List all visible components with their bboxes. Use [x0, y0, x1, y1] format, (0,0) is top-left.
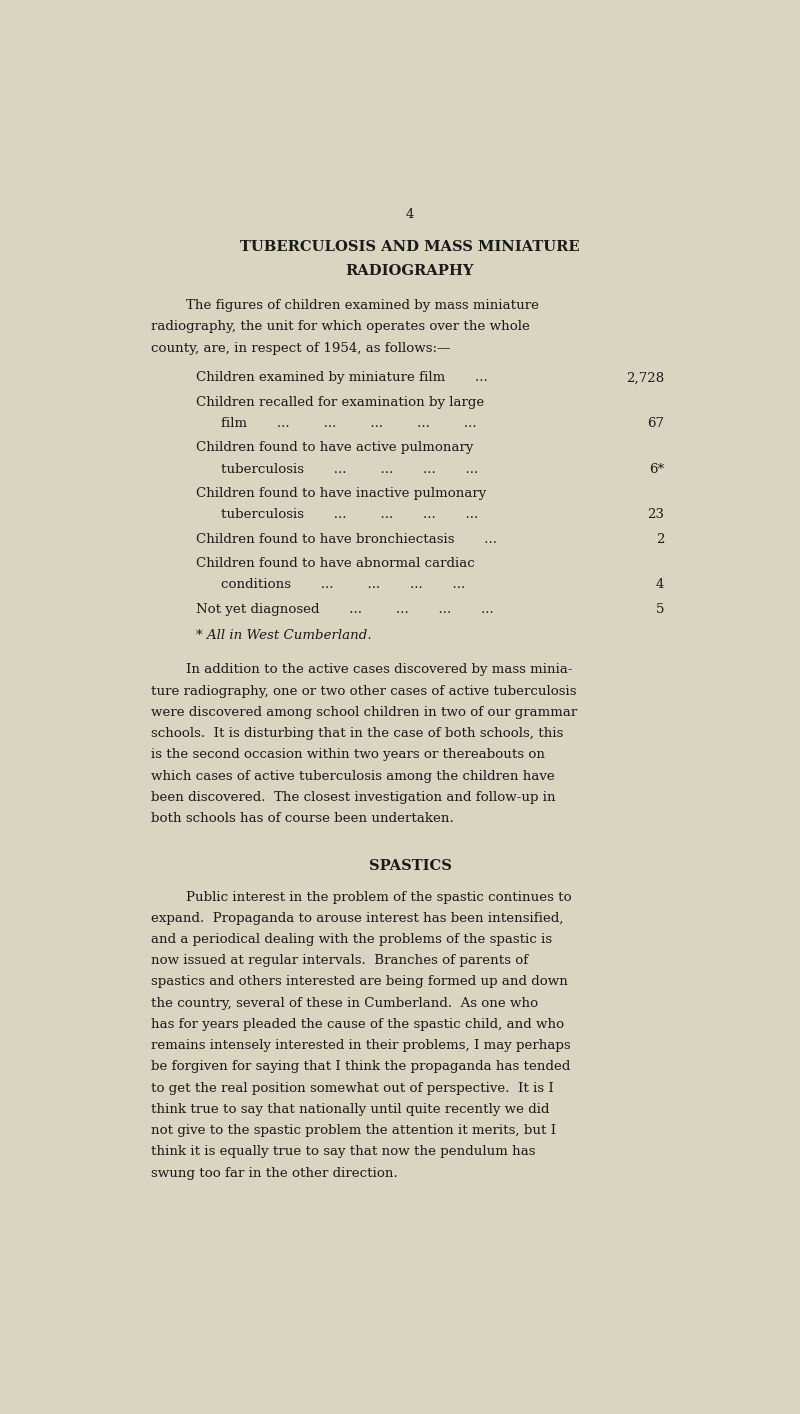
Text: now issued at regular intervals.  Branches of parents of: now issued at regular intervals. Branche…	[151, 954, 529, 967]
Text: the country, several of these in Cumberland.  As one who: the country, several of these in Cumberl…	[151, 997, 538, 1010]
Text: Children found to have active pulmonary: Children found to have active pulmonary	[196, 441, 474, 454]
Text: be forgiven for saying that I think the propaganda has tended: be forgiven for saying that I think the …	[151, 1060, 571, 1073]
Text: 4: 4	[656, 578, 664, 591]
Text: Children found to have inactive pulmonary: Children found to have inactive pulmonar…	[196, 488, 486, 501]
Text: which cases of active tuberculosis among the children have: which cases of active tuberculosis among…	[151, 769, 555, 782]
Text: 67: 67	[647, 417, 664, 430]
Text: expand.  Propaganda to arouse interest has been intensified,: expand. Propaganda to arouse interest ha…	[151, 912, 564, 925]
Text: conditions       ...        ...       ...       ...: conditions ... ... ... ...	[221, 578, 465, 591]
Text: think it is equally true to say that now the pendulum has: think it is equally true to say that now…	[151, 1145, 536, 1158]
Text: Public interest in the problem of the spastic continues to: Public interest in the problem of the sp…	[186, 891, 571, 904]
Text: tuberculosis       ...        ...       ...       ...: tuberculosis ... ... ... ...	[221, 509, 478, 522]
Text: Children recalled for examination by large: Children recalled for examination by lar…	[196, 396, 484, 409]
Text: county, are, in respect of 1954, as follows:—: county, are, in respect of 1954, as foll…	[151, 342, 451, 355]
Text: ture radiography, one or two other cases of active tuberculosis: ture radiography, one or two other cases…	[151, 684, 577, 697]
Text: * All in West Cumberland.: * All in West Cumberland.	[196, 629, 372, 642]
Text: 4: 4	[406, 208, 414, 221]
Text: film       ...        ...        ...        ...        ...: film ... ... ... ... ...	[221, 417, 477, 430]
Text: TUBERCULOSIS AND MASS MINIATURE: TUBERCULOSIS AND MASS MINIATURE	[240, 240, 580, 255]
Text: 2: 2	[656, 533, 664, 546]
Text: schools.  It is disturbing that in the case of both schools, this: schools. It is disturbing that in the ca…	[151, 727, 564, 740]
Text: both schools has of course been undertaken.: both schools has of course been undertak…	[151, 812, 454, 824]
Text: been discovered.  The closest investigation and follow-up in: been discovered. The closest investigati…	[151, 790, 556, 803]
Text: and a periodical dealing with the problems of the spastic is: and a periodical dealing with the proble…	[151, 933, 553, 946]
Text: remains intensely interested in their problems, I may perhaps: remains intensely interested in their pr…	[151, 1039, 571, 1052]
Text: is the second occasion within two years or thereabouts on: is the second occasion within two years …	[151, 748, 546, 761]
Text: radiography, the unit for which operates over the whole: radiography, the unit for which operates…	[151, 321, 530, 334]
Text: In addition to the active cases discovered by mass minia-: In addition to the active cases discover…	[186, 663, 572, 676]
Text: RADIOGRAPHY: RADIOGRAPHY	[346, 264, 474, 279]
Text: Children found to have bronchiectasis       ...: Children found to have bronchiectasis ..…	[196, 533, 497, 546]
Text: spastics and others interested are being formed up and down: spastics and others interested are being…	[151, 976, 568, 988]
Text: 5: 5	[656, 602, 664, 617]
Text: swung too far in the other direction.: swung too far in the other direction.	[151, 1167, 398, 1179]
Text: think true to say that nationally until quite recently we did: think true to say that nationally until …	[151, 1103, 550, 1116]
Text: Children examined by miniature film       ...: Children examined by miniature film ...	[196, 372, 488, 385]
Text: The figures of children examined by mass miniature: The figures of children examined by mass…	[186, 300, 538, 312]
Text: has for years pleaded the cause of the spastic child, and who: has for years pleaded the cause of the s…	[151, 1018, 565, 1031]
Text: 23: 23	[647, 509, 664, 522]
Text: 6*: 6*	[649, 462, 664, 475]
Text: Not yet diagnosed       ...        ...       ...       ...: Not yet diagnosed ... ... ... ...	[196, 602, 494, 617]
Text: to get the real position somewhat out of perspective.  It is I: to get the real position somewhat out of…	[151, 1082, 554, 1094]
Text: SPASTICS: SPASTICS	[369, 858, 451, 872]
Text: tuberculosis       ...        ...       ...       ...: tuberculosis ... ... ... ...	[221, 462, 478, 475]
Text: Children found to have abnormal cardiac: Children found to have abnormal cardiac	[196, 557, 475, 570]
Text: were discovered among school children in two of our grammar: were discovered among school children in…	[151, 706, 578, 718]
Text: 2,728: 2,728	[626, 372, 664, 385]
Text: not give to the spastic problem the attention it merits, but I: not give to the spastic problem the atte…	[151, 1124, 557, 1137]
